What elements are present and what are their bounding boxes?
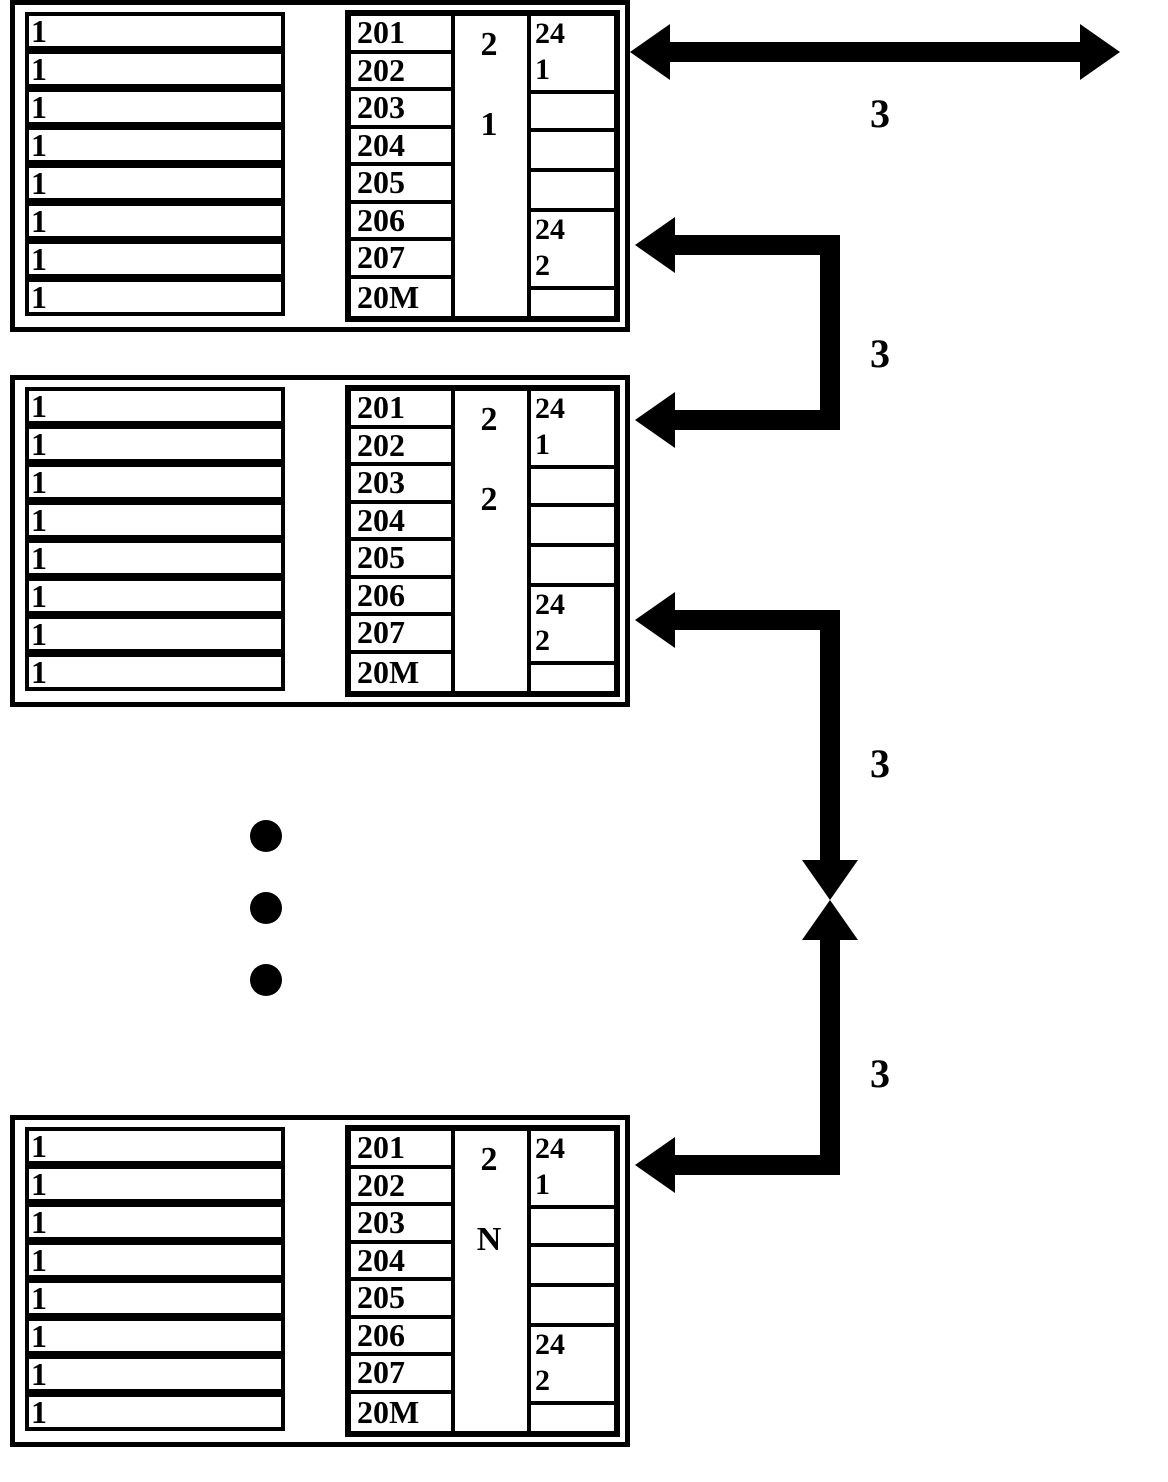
right-col-cell	[531, 1247, 619, 1287]
right-col-cell	[531, 1287, 619, 1327]
right-col-cell	[531, 1405, 619, 1443]
right-col-cell	[531, 507, 619, 547]
left-slot: 1	[25, 501, 285, 539]
mid-col-cell: 205	[351, 166, 451, 204]
mid-col-cell: 20M	[351, 654, 451, 692]
left-slot: 1	[25, 1317, 285, 1355]
ellipsis-dot	[250, 892, 282, 924]
mid-col-cell: 203	[351, 91, 451, 129]
mid-col-cell: 202	[351, 1169, 451, 1207]
right-col-cell	[531, 132, 619, 172]
left-slot: 1	[25, 425, 285, 463]
left-slot: 1	[25, 577, 285, 615]
left-slot: 1	[25, 1203, 285, 1241]
mid-col-cell: 206	[351, 204, 451, 242]
mid-col-cell: 20M	[351, 279, 451, 317]
mid-col-cell: 20M	[351, 1394, 451, 1432]
big-double-arrow	[630, 24, 1120, 80]
right-col-cell: 24 1	[531, 391, 619, 469]
mid-col-cell: 201	[351, 1131, 451, 1169]
ellipsis-dot	[250, 820, 282, 852]
big-elbow-connector	[675, 940, 840, 1175]
connector-label-3: 3	[870, 740, 890, 787]
mid-col-cell: 204	[351, 504, 451, 542]
left-slot: 1	[25, 1241, 285, 1279]
right-col-cell: 24 1	[531, 1131, 619, 1209]
connector-label-3: 3	[870, 1050, 890, 1097]
big-elbow-connector	[675, 610, 840, 860]
right-col-cell	[531, 290, 619, 328]
left-slot: 1	[25, 50, 285, 88]
right-col-cell: 24 1	[531, 16, 619, 94]
right-col-cell: 24 2	[531, 212, 619, 290]
mid-col-cell: 203	[351, 466, 451, 504]
left-slot: 1	[25, 88, 285, 126]
left-slot: 1	[25, 12, 285, 50]
left-slot: 1	[25, 1279, 285, 1317]
left-slot: 1	[25, 653, 285, 691]
left-slot: 1	[25, 463, 285, 501]
mid-col-cell: 203	[351, 1206, 451, 1244]
mid-col-cell: 201	[351, 16, 451, 54]
left-slot: 1	[25, 1355, 285, 1393]
mid-col-cell: 206	[351, 1319, 451, 1357]
center-col: 2N	[451, 1131, 531, 1431]
mid-col-cell: 205	[351, 1281, 451, 1319]
right-col-cell	[531, 94, 619, 132]
right-col-cell	[531, 665, 619, 703]
mid-col-cell: 202	[351, 54, 451, 92]
mid-col-cell: 206	[351, 579, 451, 617]
mid-col-cell: 205	[351, 541, 451, 579]
mid-col-cell: 207	[351, 241, 451, 279]
connector-label-3: 3	[870, 90, 890, 137]
mid-col-cell: 202	[351, 429, 451, 467]
left-slot: 1	[25, 164, 285, 202]
mid-col-cell: 207	[351, 1356, 451, 1394]
right-col-cell: 24 2	[531, 587, 619, 665]
big-elbow-connector	[675, 235, 840, 430]
left-slot: 1	[25, 539, 285, 577]
connector-label-3: 3	[870, 330, 890, 377]
ellipsis-dot	[250, 964, 282, 996]
center-col: 22	[451, 391, 531, 691]
mid-col-cell: 204	[351, 129, 451, 167]
mid-col-cell: 204	[351, 1244, 451, 1282]
center-col: 21	[451, 16, 531, 316]
left-slot: 1	[25, 387, 285, 425]
right-col-cell: 24 2	[531, 1327, 619, 1405]
left-slot: 1	[25, 1127, 285, 1165]
left-slot: 1	[25, 202, 285, 240]
left-slot: 1	[25, 1165, 285, 1203]
left-slot: 1	[25, 615, 285, 653]
left-slot: 1	[25, 240, 285, 278]
left-slot: 1	[25, 278, 285, 316]
mid-col-cell: 201	[351, 391, 451, 429]
right-col-cell	[531, 172, 619, 212]
left-slot: 1	[25, 1393, 285, 1431]
right-col-cell	[531, 547, 619, 587]
right-col-cell	[531, 469, 619, 507]
left-slot: 1	[25, 126, 285, 164]
right-col-cell	[531, 1209, 619, 1247]
mid-col-cell: 207	[351, 616, 451, 654]
